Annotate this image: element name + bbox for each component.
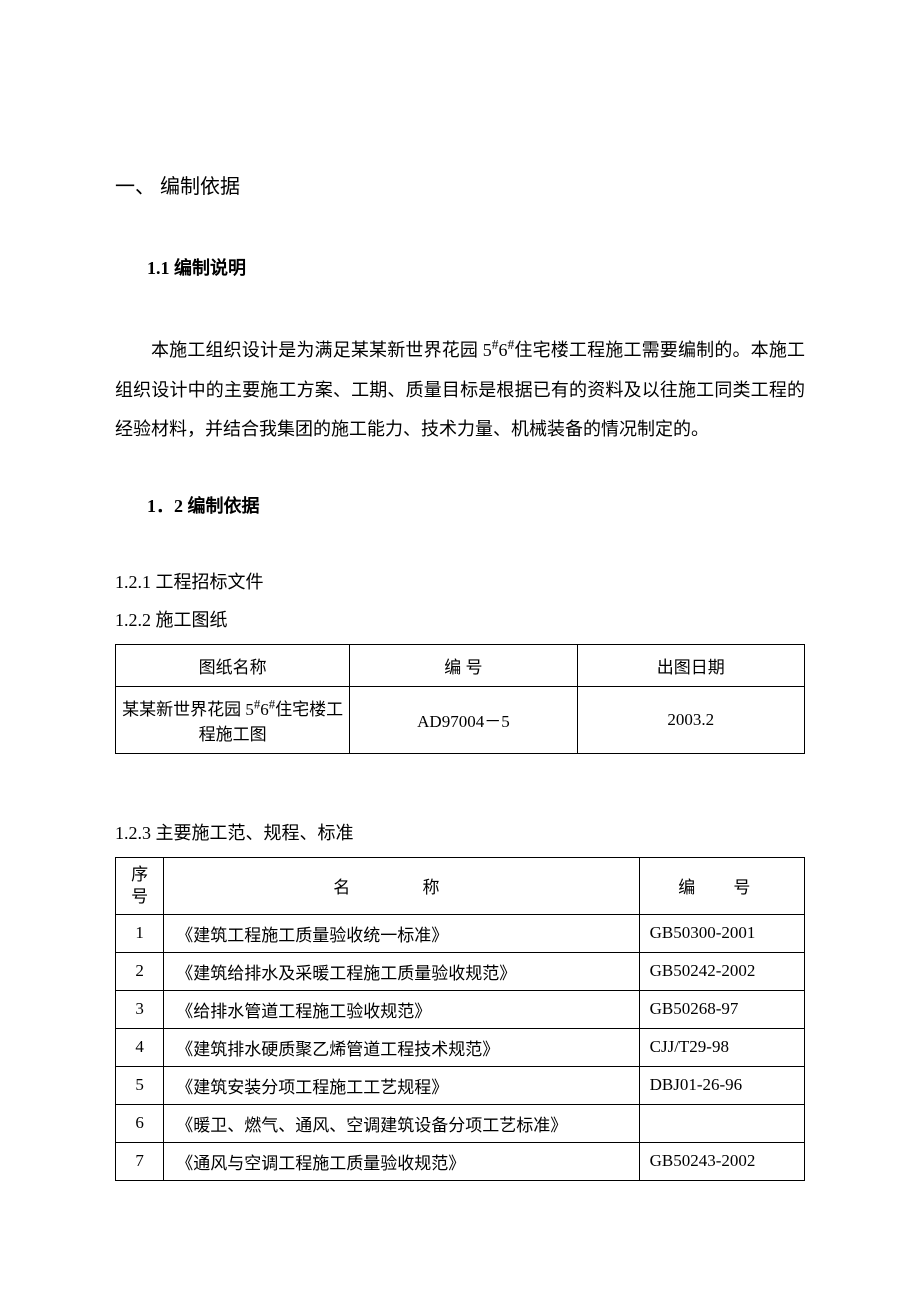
line-1-2-1: 1.2.1 工程招标文件 — [115, 568, 805, 594]
standards-table: 序号 名 称 编 号 1《建筑工程施工质量验收统一标准》GB50300-2001… — [115, 857, 805, 1181]
standards-code-cell: GB50242-2002 — [639, 952, 804, 990]
standards-seq-cell: 4 — [116, 1028, 164, 1066]
table-row: 5《建筑安装分项工程施工工艺规程》DBJ01-26-96 — [116, 1066, 805, 1104]
standards-code-cell: DBJ01-26-96 — [639, 1066, 804, 1104]
standards-code-cell: CJJ/T29-98 — [639, 1028, 804, 1066]
standards-seq-cell: 6 — [116, 1104, 164, 1142]
table-row: 1《建筑工程施工质量验收统一标准》GB50300-2001 — [116, 914, 805, 952]
standards-code-cell: GB50268-97 — [639, 990, 804, 1028]
standards-header-code: 编 号 — [639, 857, 804, 914]
drawing-date-cell: 2003.2 — [577, 686, 804, 753]
line-1-2-2: 1.2.2 施工图纸 — [115, 606, 805, 632]
drawing-code-cell: AD97004－5 — [350, 686, 577, 753]
table-row: 序号 名 称 编 号 — [116, 857, 805, 914]
standards-name-cell: 《建筑工程施工质量验收统一标准》 — [164, 914, 639, 952]
intro-paragraph: 本施工组织设计是为满足某某新世界花园 5#6#住宅楼工程施工需要编制的。本施工组… — [115, 330, 805, 450]
line-1-2-3: 1.2.3 主要施工范、规程、标准 — [115, 819, 805, 845]
standards-seq-cell: 3 — [116, 990, 164, 1028]
table-row: 某某新世界花园 5#6#住宅楼工程施工图 AD97004－5 2003.2 — [116, 686, 805, 753]
drawing-table-header-code: 编 号 — [350, 644, 577, 686]
hash-1: # — [492, 337, 499, 352]
standards-name-cell: 《建筑排水硬质聚乙烯管道工程技术规范》 — [164, 1028, 639, 1066]
drawing-table-header-date: 出图日期 — [577, 644, 804, 686]
standards-name-cell: 《建筑给排水及采暖工程施工质量验收规范》 — [164, 952, 639, 990]
table-row: 图纸名称 编 号 出图日期 — [116, 644, 805, 686]
drawing-name-prefix: 某某新世界花园 5 — [122, 700, 254, 719]
standards-code-cell: GB50300-2001 — [639, 914, 804, 952]
standards-header-name: 名 称 — [164, 857, 639, 914]
table-row: 4《建筑排水硬质聚乙烯管道工程技术规范》CJJ/T29-98 — [116, 1028, 805, 1066]
standards-header-seq: 序号 — [116, 857, 164, 914]
standards-name-cell: 《建筑安装分项工程施工工艺规程》 — [164, 1066, 639, 1104]
standards-code-cell: GB50243-2002 — [639, 1142, 804, 1180]
para-mid1: 6 — [499, 340, 508, 360]
para-prefix: 本施工组织设计是为满足某某新世界花园 5 — [151, 340, 492, 360]
standards-seq-cell: 5 — [116, 1066, 164, 1104]
section-heading: 一、 编制依据 — [115, 170, 805, 199]
table-row: 7《通风与空调工程施工质量验收规范》GB50243-2002 — [116, 1142, 805, 1180]
standards-code-cell — [639, 1104, 804, 1142]
table-row: 2《建筑给排水及采暖工程施工质量验收规范》GB50242-2002 — [116, 952, 805, 990]
subsection-1-2-title: 1．2 编制依据 — [147, 492, 805, 518]
drawing-table-header-name: 图纸名称 — [116, 644, 350, 686]
standards-seq-cell: 1 — [116, 914, 164, 952]
standards-name-cell: 《暖卫、燃气、通风、空调建筑设备分项工艺标准》 — [164, 1104, 639, 1142]
drawing-name-cell: 某某新世界花园 5#6#住宅楼工程施工图 — [116, 686, 350, 753]
table-row: 6《暖卫、燃气、通风、空调建筑设备分项工艺标准》 — [116, 1104, 805, 1142]
drawing-name-mid: 6 — [260, 700, 269, 719]
standards-seq-cell: 7 — [116, 1142, 164, 1180]
subsection-1-1-title: 1.1 编制说明 — [147, 254, 805, 280]
standards-seq-cell: 2 — [116, 952, 164, 990]
standards-name-cell: 《给排水管道工程施工验收规范》 — [164, 990, 639, 1028]
standards-name-cell: 《通风与空调工程施工质量验收规范》 — [164, 1142, 639, 1180]
drawing-table: 图纸名称 编 号 出图日期 某某新世界花园 5#6#住宅楼工程施工图 AD970… — [115, 644, 805, 754]
table-row: 3《给排水管道工程施工验收规范》GB50268-97 — [116, 990, 805, 1028]
